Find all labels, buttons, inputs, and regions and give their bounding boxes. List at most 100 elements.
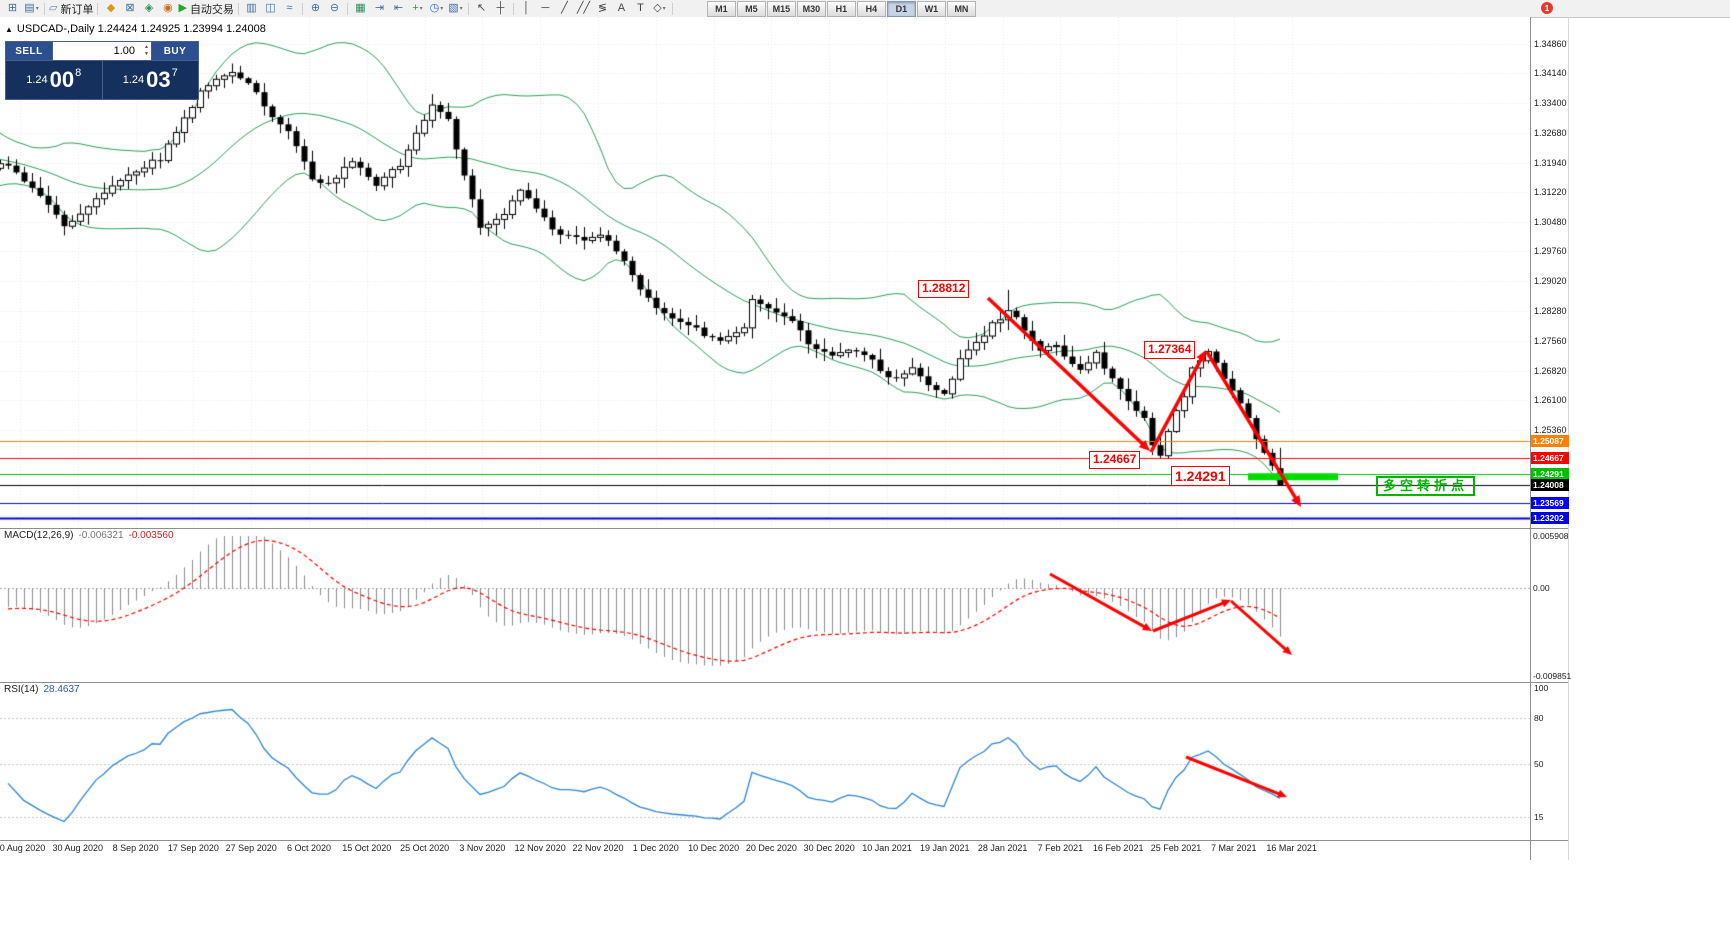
templates-icon[interactable]: ▧ ▾ xyxy=(446,1,465,16)
periods-icon[interactable]: ◷ ▾ xyxy=(427,1,446,16)
notification-badge[interactable]: 1 xyxy=(1541,2,1553,14)
buy-price-sup: 7 xyxy=(171,67,178,79)
price-annotation[interactable]: 1.27364 xyxy=(1144,341,1196,359)
market-watch-icon[interactable]: ◆ xyxy=(101,1,120,16)
terminal-icon[interactable]: ◉ xyxy=(158,1,177,16)
chart-title-text: USDCAD-,Daily 1.24424 1.24925 1.23994 1.… xyxy=(16,23,266,35)
x-axis-date: 10 Dec 2020 xyxy=(688,843,740,853)
price-annotation[interactable]: 1.24291 xyxy=(1171,466,1230,487)
macd-indicator-label: MACD(12,26,9) -0.006321 -0.003560 xyxy=(4,530,174,541)
templates-icon-caret: ▾ xyxy=(459,6,463,12)
tile-windows-icon[interactable]: ▦ xyxy=(351,1,370,16)
navigator-icon[interactable]: ◈ xyxy=(139,1,158,16)
zoom-in-icon-glyph: ⊕ xyxy=(310,2,321,14)
cursor-icon-glyph: ↖ xyxy=(476,2,487,14)
sell-price-big: 00 xyxy=(49,67,75,92)
collapse-panel-icon[interactable]: ▲ xyxy=(5,24,13,34)
timeframe-button-h1[interactable]: H1 xyxy=(826,0,856,17)
profiles-icon[interactable]: ▤ ▾ xyxy=(22,1,41,16)
text-label-icon[interactable]: T xyxy=(631,1,650,16)
sell-price-sup: 8 xyxy=(75,67,82,79)
cursor-icon[interactable]: ↖ xyxy=(472,1,491,16)
new-order-button[interactable]: ▱ 新订单 xyxy=(48,1,94,16)
rsi-panel-canvas[interactable] xyxy=(0,682,1530,840)
x-axis-date: 3 Nov 2020 xyxy=(459,843,506,853)
x-axis-date: 7 Mar 2021 xyxy=(1211,843,1257,853)
price-chart-canvas[interactable] xyxy=(0,17,1530,528)
timeframe-button-mn[interactable]: MN xyxy=(946,0,976,17)
toolbar-separator xyxy=(44,2,45,15)
y-axis-tick: 1.31940 xyxy=(1534,157,1567,168)
indicators-list-icon[interactable]: + ▾ xyxy=(408,1,427,16)
x-axis-date: 17 Sep 2020 xyxy=(167,843,219,853)
volume-input[interactable] xyxy=(53,43,151,59)
panel-separator xyxy=(0,528,1568,529)
price-annotation[interactable]: 1.28812 xyxy=(918,280,970,298)
channel-icon[interactable]: ╱╱ xyxy=(574,1,593,16)
price-tag-1.24291: 1.24291 xyxy=(1531,467,1569,480)
x-axis-date: 27 Sep 2020 xyxy=(225,843,277,853)
chart-shift-icon[interactable]: ⇤ xyxy=(389,1,408,16)
text-label-icon-glyph: T xyxy=(637,2,644,14)
sell-button[interactable]: SELL xyxy=(6,42,53,60)
macd-value: -0.006321 xyxy=(78,530,124,541)
timeframe-button-h4[interactable]: H4 xyxy=(856,0,886,17)
timeframe-button-m1[interactable]: M1 xyxy=(706,0,736,17)
indicators-list-icon-caret: ▾ xyxy=(419,6,423,12)
price-tag-1.25087: 1.25087 xyxy=(1531,435,1569,448)
sell-price-small: 1.24 xyxy=(26,74,48,86)
buy-button[interactable]: BUY xyxy=(151,42,198,60)
y-axis-tick: 1.26100 xyxy=(1534,395,1567,406)
horizontal-line-icon[interactable]: ─ xyxy=(536,1,555,16)
x-axis-date: 6 Oct 2020 xyxy=(286,843,332,853)
toolbar-separator xyxy=(671,2,673,15)
trendline-icon[interactable]: ╱ xyxy=(555,1,574,16)
toolbar-separator xyxy=(512,2,514,15)
new-order-button-glyph: ▱ xyxy=(49,2,58,14)
macd-panel-canvas[interactable] xyxy=(0,528,1530,682)
volume-up-icon[interactable]: ▲ xyxy=(144,44,149,50)
timeframe-button-d1[interactable]: D1 xyxy=(886,0,916,17)
arrows-tool-icon[interactable]: ◇ ▾ xyxy=(650,1,669,16)
timeframe-button-w1[interactable]: W1 xyxy=(916,0,946,17)
volume-down-icon[interactable]: ▼ xyxy=(144,51,149,57)
arrows-tool-icon-glyph: ◇ xyxy=(653,2,662,14)
autotrading-button[interactable]: ▶ 自动交易 xyxy=(177,1,234,16)
time-axis[interactable]: 10 Aug 2020 30 Aug 2020 8 Sep 2020 17 Sep 2… xyxy=(0,840,1568,860)
turning-point-note[interactable]: 多空转折点 xyxy=(1376,476,1476,496)
zoom-in-icon[interactable]: ⊕ xyxy=(306,1,325,16)
line-chart-icon[interactable]: ≈ xyxy=(280,1,299,16)
toolbar: ⊞ ▤ ▾ ▱ 新订单 ◆ ⊠ ◈ ◉ ▶ 自动交易 ▥ ◫ ≈ ⊕ ⊖ ▦ ⇥ ⇤ + ▾ ◷ ▾ ▧ ▾ ↖ ┼ │ ─ ╱ ╱╱ ≶ A T… xyxy=(0,0,1730,18)
x-axis-date: 16 Mar 2021 xyxy=(1266,843,1317,853)
sell-price-button[interactable]: 1.24 00 8 xyxy=(6,61,103,99)
price-annotation[interactable]: 1.24667 xyxy=(1089,451,1141,469)
rsi-name: RSI(14) xyxy=(4,684,39,695)
candlestick-chart-icon[interactable]: ◫ xyxy=(261,1,280,16)
vertical-line-icon[interactable]: │ xyxy=(517,1,536,16)
text-icon-glyph: A xyxy=(617,2,626,14)
bar-chart-icon[interactable]: ▥ xyxy=(242,1,261,16)
new-chart-icon[interactable]: ⊞ xyxy=(3,1,22,16)
macd-signal-value: -0.003560 xyxy=(128,530,174,541)
data-window-icon[interactable]: ⊠ xyxy=(120,1,139,16)
text-icon[interactable]: A xyxy=(612,1,631,16)
x-axis-date: 28 Jan 2021 xyxy=(977,843,1028,853)
market-watch-icon-glyph: ◆ xyxy=(106,2,116,14)
profiles-icon-glyph: ▤ xyxy=(24,2,35,14)
timeframe-button-m5[interactable]: M5 xyxy=(736,0,766,17)
chart-title: ▲ USDCAD-,Daily 1.24424 1.24925 1.23994 … xyxy=(5,23,266,35)
volume-spinner[interactable]: ▲ ▼ xyxy=(144,44,149,58)
x-axis-date: 20 Dec 2020 xyxy=(745,843,797,853)
timeframe-button-m15[interactable]: M15 xyxy=(766,0,796,17)
rsi-axis-label: 80 xyxy=(1534,713,1544,724)
auto-scroll-icon[interactable]: ⇥ xyxy=(370,1,389,16)
fibonacci-icon-glyph: ≶ xyxy=(597,2,608,14)
crosshair-icon[interactable]: ┼ xyxy=(491,1,510,16)
volume-field[interactable]: ▲ ▼ xyxy=(53,42,151,60)
buy-price-button[interactable]: 1.24 03 7 xyxy=(102,61,198,99)
timeframe-button-m30[interactable]: M30 xyxy=(796,0,826,17)
x-axis-date: 10 Jan 2021 xyxy=(862,843,912,853)
zoom-out-icon[interactable]: ⊖ xyxy=(325,1,344,16)
crosshair-icon-glyph: ┼ xyxy=(496,2,505,14)
fibonacci-icon[interactable]: ≶ xyxy=(593,1,612,16)
